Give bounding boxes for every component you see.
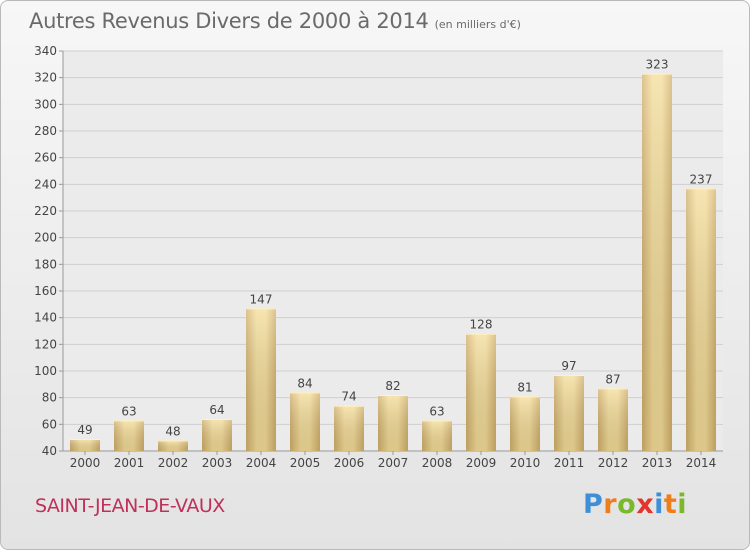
bar-shade bbox=[642, 73, 672, 452]
bar-shade bbox=[70, 439, 100, 451]
x-tick-label: 2012 bbox=[598, 456, 629, 470]
y-tick-label: 120 bbox=[34, 337, 57, 351]
y-tick-label: 160 bbox=[34, 284, 57, 298]
logo-letter: x bbox=[636, 489, 655, 520]
bar-shade bbox=[114, 420, 144, 451]
data-label: 323 bbox=[646, 58, 669, 72]
x-tick-label: 2007 bbox=[378, 456, 409, 470]
bar-shade bbox=[202, 419, 232, 451]
data-label: 147 bbox=[250, 292, 273, 306]
logo-letter: r bbox=[603, 489, 618, 520]
logo-letter: i bbox=[654, 489, 664, 520]
y-tick-label: 340 bbox=[34, 44, 57, 58]
y-tick-label: 260 bbox=[34, 151, 57, 165]
x-tick-label: 2008 bbox=[422, 456, 453, 470]
proxiti-logo: Proxiti bbox=[583, 489, 687, 520]
y-tick-label: 200 bbox=[34, 231, 57, 245]
chart-title: Autres Revenus Divers de 2000 à 2014 (en … bbox=[29, 9, 521, 33]
data-label: 74 bbox=[341, 390, 356, 404]
y-tick-label: 220 bbox=[34, 204, 57, 218]
data-label: 63 bbox=[429, 404, 444, 418]
data-label: 64 bbox=[209, 403, 224, 417]
bar-shade bbox=[466, 333, 496, 451]
y-tick-label: 80 bbox=[42, 391, 57, 405]
x-tick-label: 2001 bbox=[114, 456, 145, 470]
y-tick-label: 100 bbox=[34, 364, 57, 378]
bar-shade bbox=[246, 308, 276, 451]
data-label: 237 bbox=[690, 172, 713, 186]
data-label: 97 bbox=[561, 359, 576, 373]
data-label: 81 bbox=[517, 380, 532, 394]
bar-shade bbox=[598, 388, 628, 451]
y-tick-label: 180 bbox=[34, 257, 57, 271]
x-tick-label: 2014 bbox=[686, 456, 717, 470]
bar-shade bbox=[334, 405, 364, 451]
x-tick-label: 2010 bbox=[510, 456, 541, 470]
logo-letter: P bbox=[583, 489, 604, 520]
data-label: 82 bbox=[385, 379, 400, 393]
data-label: 49 bbox=[77, 423, 92, 437]
y-tick-label: 60 bbox=[42, 417, 57, 431]
data-label: 63 bbox=[121, 404, 136, 418]
chart-title-text: Autres Revenus Divers de 2000 à 2014 bbox=[29, 9, 429, 33]
x-tick-label: 2013 bbox=[642, 456, 673, 470]
bar-shade bbox=[378, 395, 408, 451]
y-tick-label: 240 bbox=[34, 177, 57, 191]
x-tick-label: 2006 bbox=[334, 456, 365, 470]
bar-shade bbox=[554, 375, 584, 451]
logo-letter: t bbox=[663, 489, 678, 520]
bar-shade bbox=[290, 392, 320, 451]
y-tick-label: 320 bbox=[34, 71, 57, 85]
place-name: SAINT-JEAN-DE-VAUX bbox=[35, 495, 225, 517]
x-tick-label: 2002 bbox=[158, 456, 189, 470]
x-tick-label: 2005 bbox=[290, 456, 321, 470]
logo-letter: i bbox=[677, 489, 688, 520]
data-label: 48 bbox=[165, 424, 180, 438]
y-tick-label: 280 bbox=[34, 124, 57, 138]
bar-shade bbox=[686, 188, 716, 452]
data-label: 128 bbox=[470, 318, 493, 332]
bar-shade bbox=[510, 396, 540, 451]
bar-shade bbox=[158, 440, 188, 451]
y-tick-label: 300 bbox=[34, 97, 57, 111]
y-tick-label: 140 bbox=[34, 311, 57, 325]
logo-letter: o bbox=[617, 489, 637, 520]
x-tick-label: 2000 bbox=[70, 456, 101, 470]
plot-area bbox=[63, 51, 723, 451]
x-tick-label: 2009 bbox=[466, 456, 497, 470]
x-tick-label: 2011 bbox=[554, 456, 585, 470]
data-label: 87 bbox=[605, 372, 620, 386]
data-label: 84 bbox=[297, 376, 312, 390]
y-tick-label: 40 bbox=[42, 444, 57, 458]
x-tick-label: 2004 bbox=[246, 456, 277, 470]
x-tick-label: 2003 bbox=[202, 456, 233, 470]
chart-unit: (en milliers d'€) bbox=[434, 18, 521, 31]
bar-shade bbox=[422, 420, 452, 451]
